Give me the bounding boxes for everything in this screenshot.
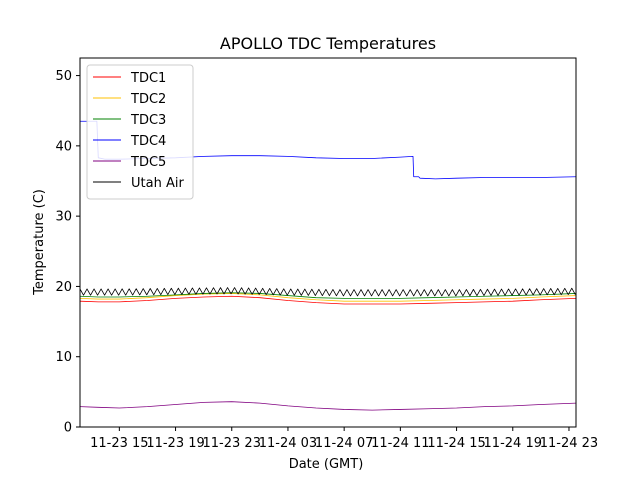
plot-frame <box>79 57 577 428</box>
legend-label: TDC2 <box>130 92 166 107</box>
legend-label: Utah Air <box>131 176 184 191</box>
series-line-utah-air <box>80 287 576 297</box>
x-tick-label: 11-24 19 <box>484 436 542 451</box>
x-tick-label: 11-23 23 <box>203 436 261 451</box>
legend-label: TDC1 <box>130 71 166 86</box>
y-tick-label: 0 <box>64 421 72 436</box>
y-tick-label: 20 <box>55 280 72 295</box>
legend-label: TDC3 <box>130 113 166 128</box>
y-tick-label: 30 <box>55 210 72 225</box>
y-tick-label: 10 <box>55 350 72 365</box>
chart-title: APOLLO TDC Temperatures <box>220 34 436 53</box>
series-line-tdc3 <box>80 292 576 299</box>
series-line-tdc5 <box>80 401 576 411</box>
x-tick-label: 11-24 07 <box>315 436 373 451</box>
series-line-tdc1 <box>80 295 576 305</box>
y-tick-label: 40 <box>55 139 72 154</box>
legend-label: TDC4 <box>130 134 166 149</box>
x-tick-label: 11-24 15 <box>427 436 485 451</box>
series-line-tdc2 <box>80 293 576 302</box>
x-tick-label: 11-23 15 <box>90 436 148 451</box>
legend: TDC1 TDC2 TDC3 TDC4 TDC5 Utah Air <box>86 64 194 200</box>
x-axis-label: Date (GMT) <box>289 457 364 472</box>
x-tick-label: 11-24 23 <box>540 436 598 451</box>
y-tick-label: 50 <box>55 69 72 84</box>
x-tick-label: 11-24 11 <box>371 436 429 451</box>
legend-label: TDC5 <box>130 155 166 170</box>
x-tick-label: 11-24 03 <box>259 436 317 451</box>
x-tick-label: 11-23 19 <box>146 436 204 451</box>
y-axis-label: Temperature (C) <box>32 189 47 296</box>
y-axis: 0 10 20 30 40 50 <box>55 69 80 436</box>
